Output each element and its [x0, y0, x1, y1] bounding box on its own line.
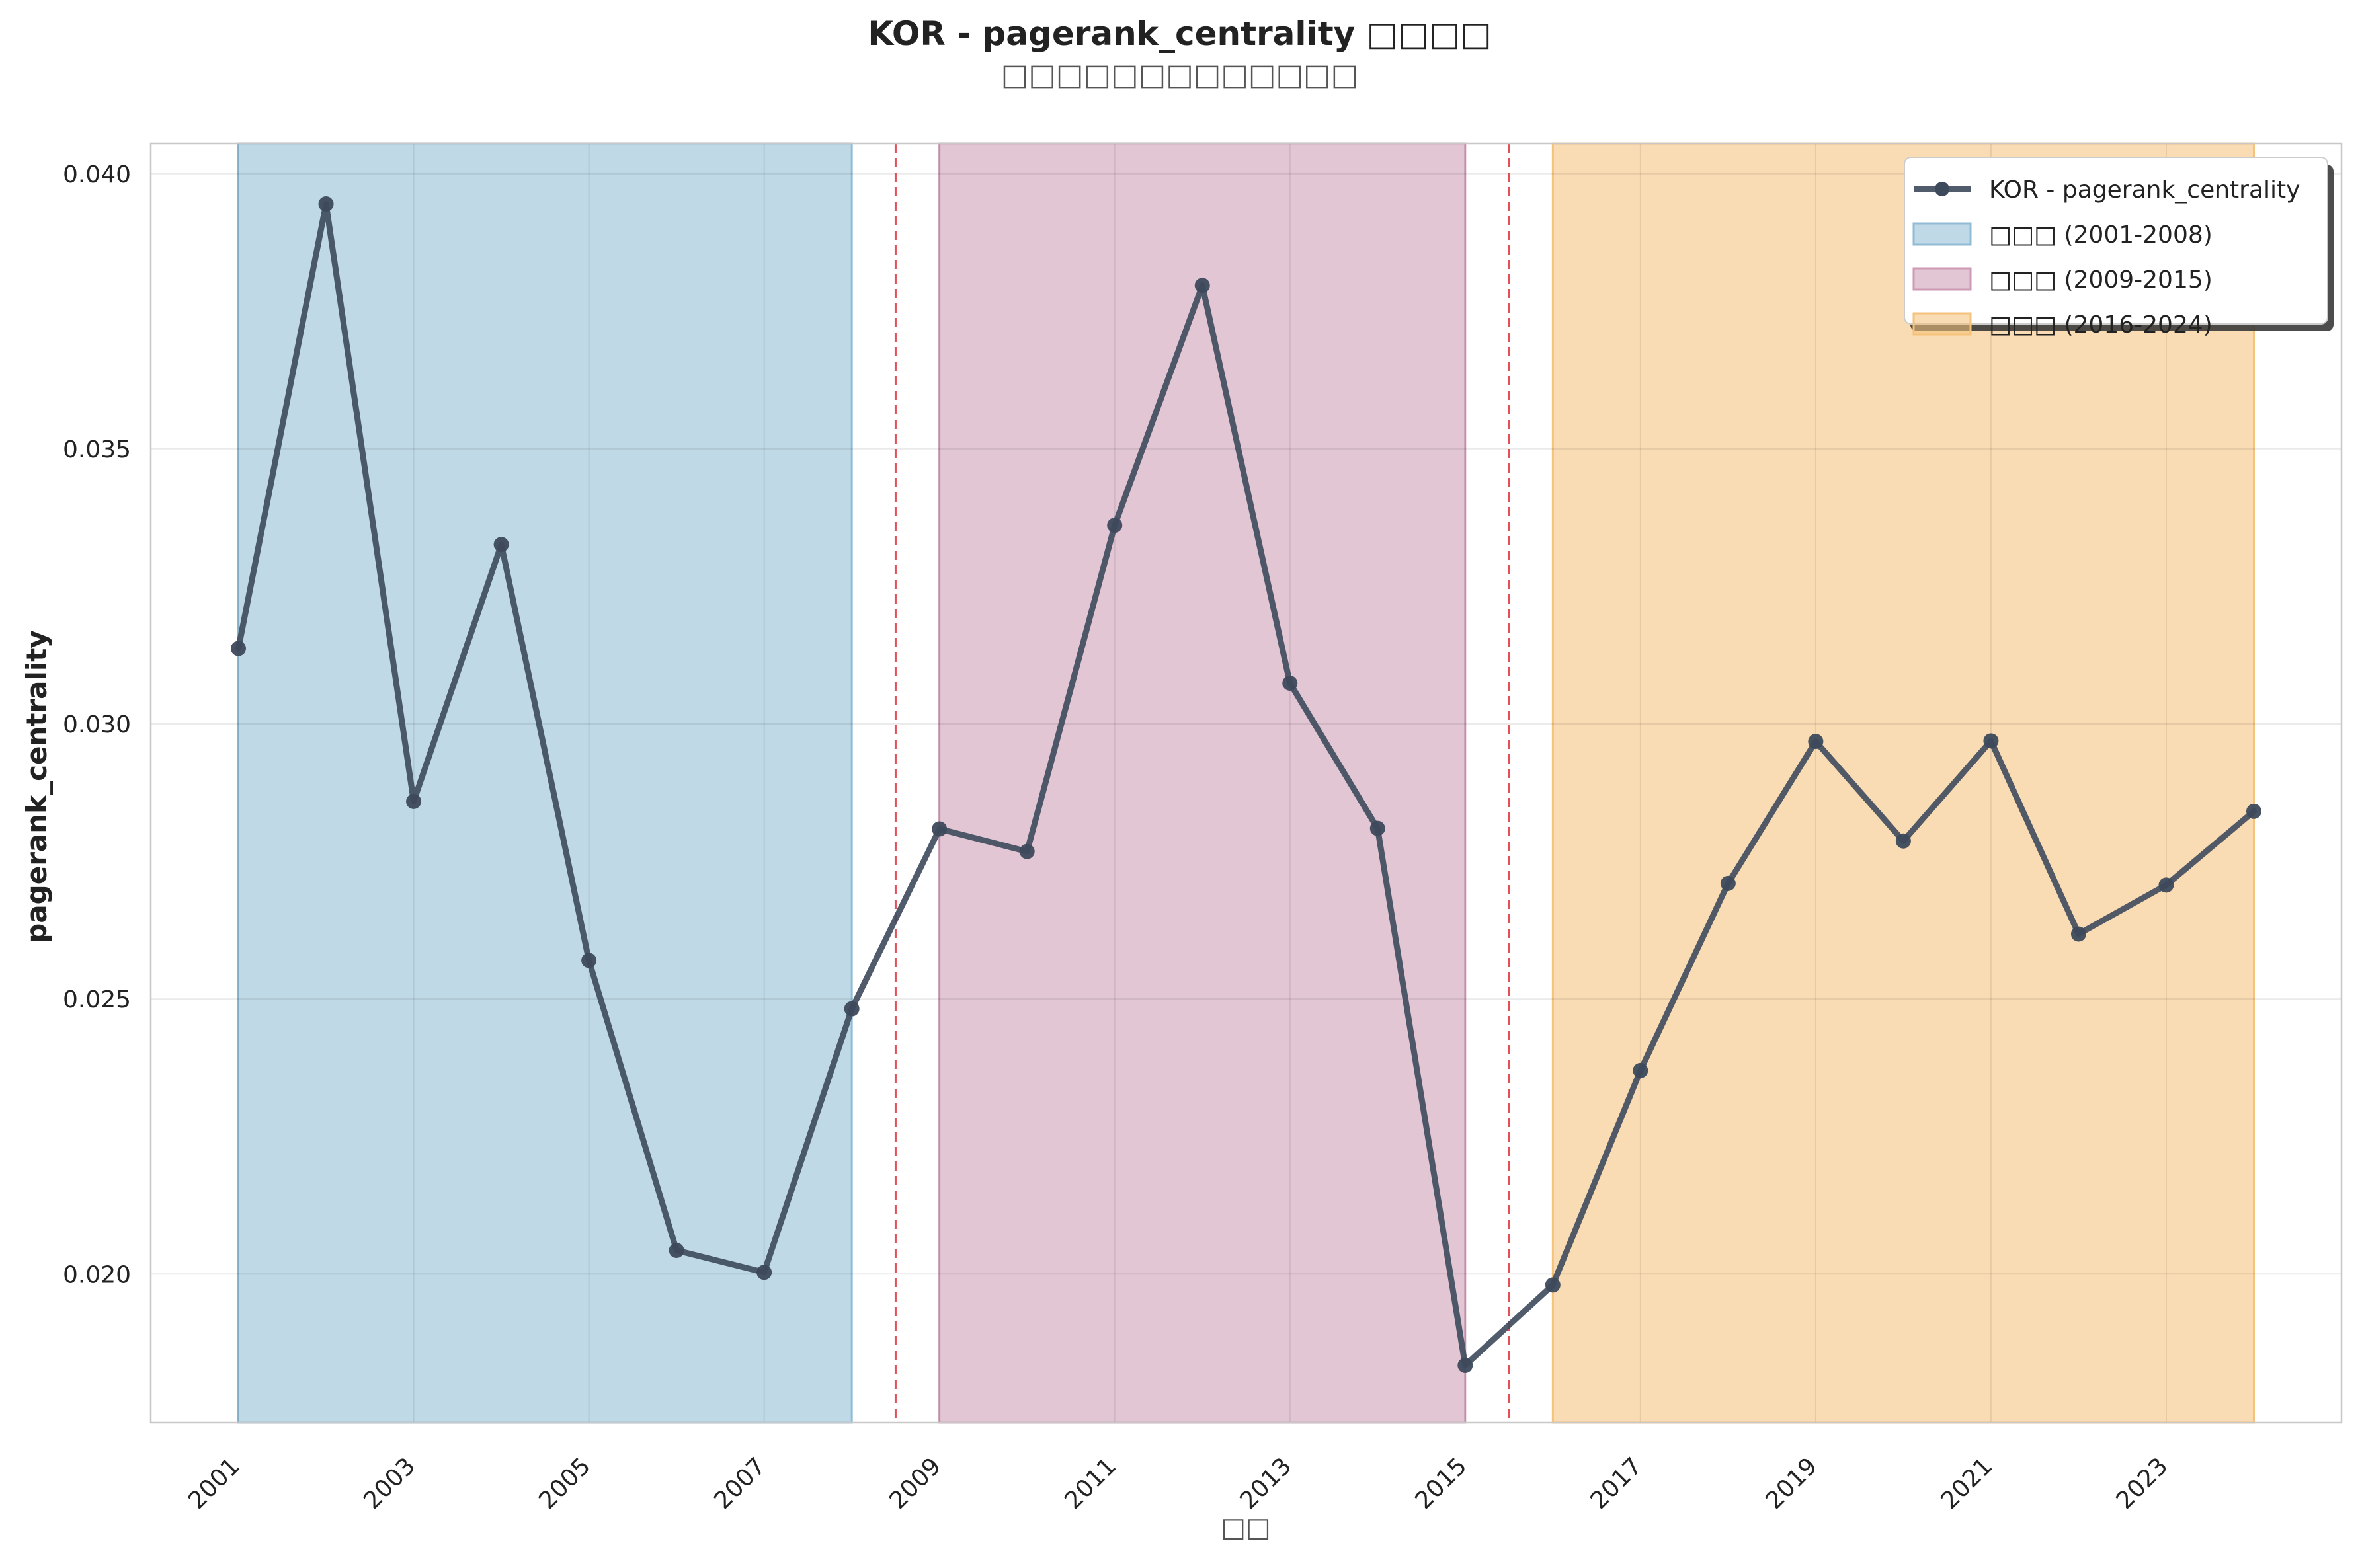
- data-point: [2158, 877, 2174, 893]
- data-point: [1019, 843, 1035, 859]
- data-point: [318, 196, 334, 212]
- chart-title: KOR - pagerank_centrality □□□□: [868, 15, 1491, 53]
- data-point: [2246, 803, 2261, 819]
- data-point: [756, 1265, 772, 1280]
- data-point: [1808, 734, 1824, 750]
- x-tick-label: 2023: [2111, 1452, 2174, 1514]
- data-point: [493, 537, 509, 553]
- data-point: [932, 821, 948, 837]
- x-tick-label: 2019: [1761, 1452, 1823, 1514]
- y-axis-ticks: 0.020 0.025 0.030 0.035 0.040: [63, 161, 131, 1289]
- data-point: [406, 793, 422, 809]
- y-tick-label: 0.040: [63, 161, 131, 188]
- data-point: [1457, 1357, 1473, 1373]
- data-point: [2070, 926, 2086, 942]
- x-tick-label: 2011: [1059, 1452, 1121, 1514]
- data-point: [231, 641, 247, 656]
- x-tick-label: 2017: [1586, 1452, 1648, 1514]
- series-line-1: [235, 201, 2257, 1368]
- x-tick-label: 2007: [709, 1452, 771, 1514]
- data-point: [581, 953, 597, 968]
- x-tick-label: 2021: [1936, 1452, 1998, 1514]
- legend-period-swatch-3: [1912, 312, 1972, 336]
- data-point: [844, 1001, 860, 1017]
- y-tick-label: 0.035: [63, 436, 131, 463]
- legend-period-label: □□□ (2016-2024): [1989, 311, 2213, 338]
- y-tick-label: 0.030: [63, 711, 131, 738]
- data-point: [1720, 875, 1736, 891]
- data-point: [1369, 820, 1385, 836]
- legend-period-swatch-2: [1912, 267, 1972, 291]
- x-tick-label: 2001: [183, 1452, 245, 1514]
- x-tick-label: 2009: [884, 1452, 946, 1514]
- grid: [151, 143, 2341, 1423]
- data-point: [1545, 1277, 1561, 1293]
- x-tick-label: 2005: [534, 1452, 596, 1514]
- data-point: [1194, 278, 1210, 294]
- data-point: [1633, 1062, 1648, 1078]
- y-tick-label: 0.025: [63, 986, 131, 1013]
- legend-period-label: □□□ (2001-2008): [1989, 221, 2213, 249]
- period-band-1: [237, 142, 853, 1424]
- x-tick-label: 2003: [358, 1452, 421, 1514]
- data-point: [669, 1243, 684, 1259]
- period-band-2: [938, 142, 1467, 1424]
- legend-series-marker: [1935, 182, 1949, 196]
- legend: KOR - pagerank_centrality □□□ (2001-2008)…: [1904, 157, 2334, 338]
- x-tick-label: 2013: [1235, 1452, 1297, 1514]
- y-tick-label: 0.020: [63, 1261, 131, 1288]
- legend-period-swatch-1: [1912, 222, 1972, 246]
- legend-series-label: KOR - pagerank_centrality: [1989, 176, 2300, 204]
- x-tick-label: 2015: [1410, 1452, 1472, 1514]
- data-point: [1282, 675, 1298, 691]
- data-point: [1983, 733, 1999, 749]
- period-bands: [237, 142, 2255, 1424]
- legend-period-label: □□□ (2009-2015): [1989, 266, 2213, 294]
- y-axis-label: pagerank_centrality: [20, 630, 53, 943]
- legend-box: [1904, 157, 2328, 325]
- chart-subtitle: □□□□□□□□□□□□□: [1001, 58, 1358, 92]
- data-point: [1895, 833, 1911, 849]
- data-point: [1107, 518, 1123, 533]
- series-line: [231, 196, 2261, 1373]
- breakpoint-lines: [894, 143, 1510, 1423]
- x-axis-ticks: 2001 2003 2005 2007 2009 2011 2013 2015 2017 2019…: [183, 1452, 2173, 1514]
- plot-frame: [149, 142, 2343, 1424]
- x-axis-label: □□: [1221, 1512, 1271, 1543]
